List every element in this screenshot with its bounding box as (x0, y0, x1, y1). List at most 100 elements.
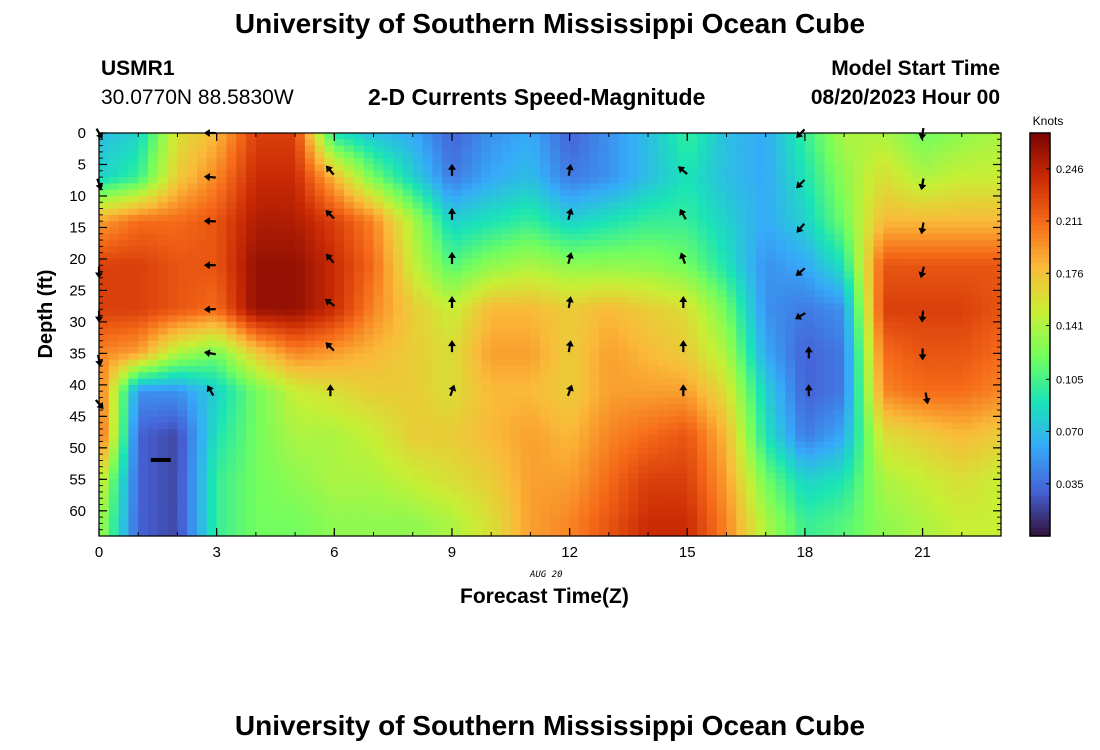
heatmap-cell (608, 391, 620, 399)
heatmap-cell (981, 397, 992, 405)
heatmap-cell (451, 435, 463, 443)
heatmap-cell (540, 208, 551, 216)
heatmap-cell (530, 359, 541, 367)
heatmap-cell (687, 214, 698, 222)
heatmap-cell (295, 133, 306, 140)
heatmap-cell (353, 328, 365, 336)
heatmap-cell (648, 403, 659, 411)
heatmap-cell (520, 177, 531, 184)
heatmap-cell (246, 246, 257, 254)
heatmap-cell (275, 296, 286, 304)
heatmap-cell (451, 214, 463, 222)
heatmap-cell (500, 460, 512, 468)
heatmap-cell (922, 233, 933, 241)
heatmap-cell (285, 460, 296, 468)
heatmap-cell (187, 347, 198, 354)
heatmap-cell (902, 321, 914, 329)
heatmap-cell (716, 195, 728, 203)
heatmap-cell (579, 441, 590, 449)
heatmap-cell (118, 284, 130, 292)
heatmap-cell (148, 397, 159, 405)
heatmap-cell (138, 151, 149, 159)
heatmap-cell (432, 328, 443, 336)
heatmap-cell (657, 416, 669, 424)
heatmap-cell (108, 460, 120, 468)
heatmap-cell (138, 139, 149, 147)
heatmap-cell (902, 410, 914, 417)
heatmap-cell (442, 460, 453, 468)
heatmap-cell (550, 195, 561, 203)
heatmap-cell (530, 391, 541, 399)
heatmap-cell (412, 410, 424, 417)
heatmap-cell (795, 170, 806, 178)
heatmap-cell (451, 202, 463, 210)
heatmap-cell (108, 321, 120, 329)
heatmap-cell (883, 435, 894, 443)
heatmap-cell (746, 151, 757, 159)
heatmap-cell (500, 435, 512, 443)
heatmap-cell (863, 397, 875, 405)
heatmap-cell (589, 139, 600, 147)
heatmap-cell (353, 447, 365, 455)
heatmap-cell (216, 384, 228, 392)
heatmap-cell (873, 252, 884, 260)
heatmap-cell (206, 296, 218, 304)
heatmap-cell (628, 460, 639, 468)
heatmap-cell (461, 151, 473, 159)
heatmap-cell (942, 309, 953, 317)
heatmap-cell (746, 321, 757, 329)
heatmap-cell (246, 410, 257, 417)
heatmap-cell (981, 195, 992, 203)
heatmap-cell (510, 277, 522, 285)
heatmap-cell (402, 227, 414, 235)
heatmap-cell (530, 208, 541, 216)
heatmap-cell (648, 208, 659, 216)
heatmap-cell (500, 303, 512, 310)
heatmap-cell (736, 139, 747, 147)
heatmap-cell (951, 265, 963, 273)
heatmap-cell (726, 309, 737, 317)
heatmap-cell (197, 428, 208, 436)
heatmap-cell (912, 365, 924, 373)
heatmap-cell (246, 164, 257, 172)
heatmap-cell (628, 466, 639, 474)
heatmap-cell (491, 246, 502, 254)
heatmap-cell (148, 340, 159, 348)
heatmap-cell (128, 208, 139, 216)
heatmap-cell (657, 365, 669, 373)
heatmap-cell (471, 378, 482, 386)
heatmap-cell (902, 397, 914, 405)
heatmap-cell (344, 170, 355, 178)
heatmap-cell (187, 422, 198, 430)
heatmap-cell (177, 428, 188, 436)
heatmap-cell (795, 158, 806, 166)
heatmap-cell (187, 309, 198, 317)
heatmap-cell (393, 133, 404, 140)
heatmap-cell (569, 240, 581, 247)
heatmap-cell (824, 164, 835, 172)
heatmap-cell (226, 410, 237, 417)
heatmap-cell (334, 164, 345, 172)
heatmap-cell (275, 265, 286, 273)
heatmap-cell (148, 391, 159, 399)
heatmap-cell (834, 428, 845, 436)
heatmap-cell (657, 460, 669, 468)
heatmap-cell (383, 221, 394, 229)
heatmap-cell (697, 435, 708, 443)
heatmap-cell (971, 416, 982, 424)
heatmap-cell (383, 227, 394, 235)
heatmap-cell (912, 466, 924, 474)
heatmap-cell (167, 246, 179, 254)
heatmap-cell (873, 384, 884, 392)
heatmap-cell (118, 328, 130, 336)
heatmap-cell (187, 258, 198, 266)
heatmap-cell (451, 466, 463, 474)
heatmap-cell (138, 164, 149, 172)
heatmap-cell (226, 353, 237, 361)
heatmap-cell (716, 202, 728, 210)
heatmap-cell (442, 315, 453, 323)
heatmap-cell (412, 340, 424, 348)
heatmap-cell (334, 195, 345, 203)
heatmap-cell (961, 365, 973, 373)
heatmap-cell (883, 195, 894, 203)
